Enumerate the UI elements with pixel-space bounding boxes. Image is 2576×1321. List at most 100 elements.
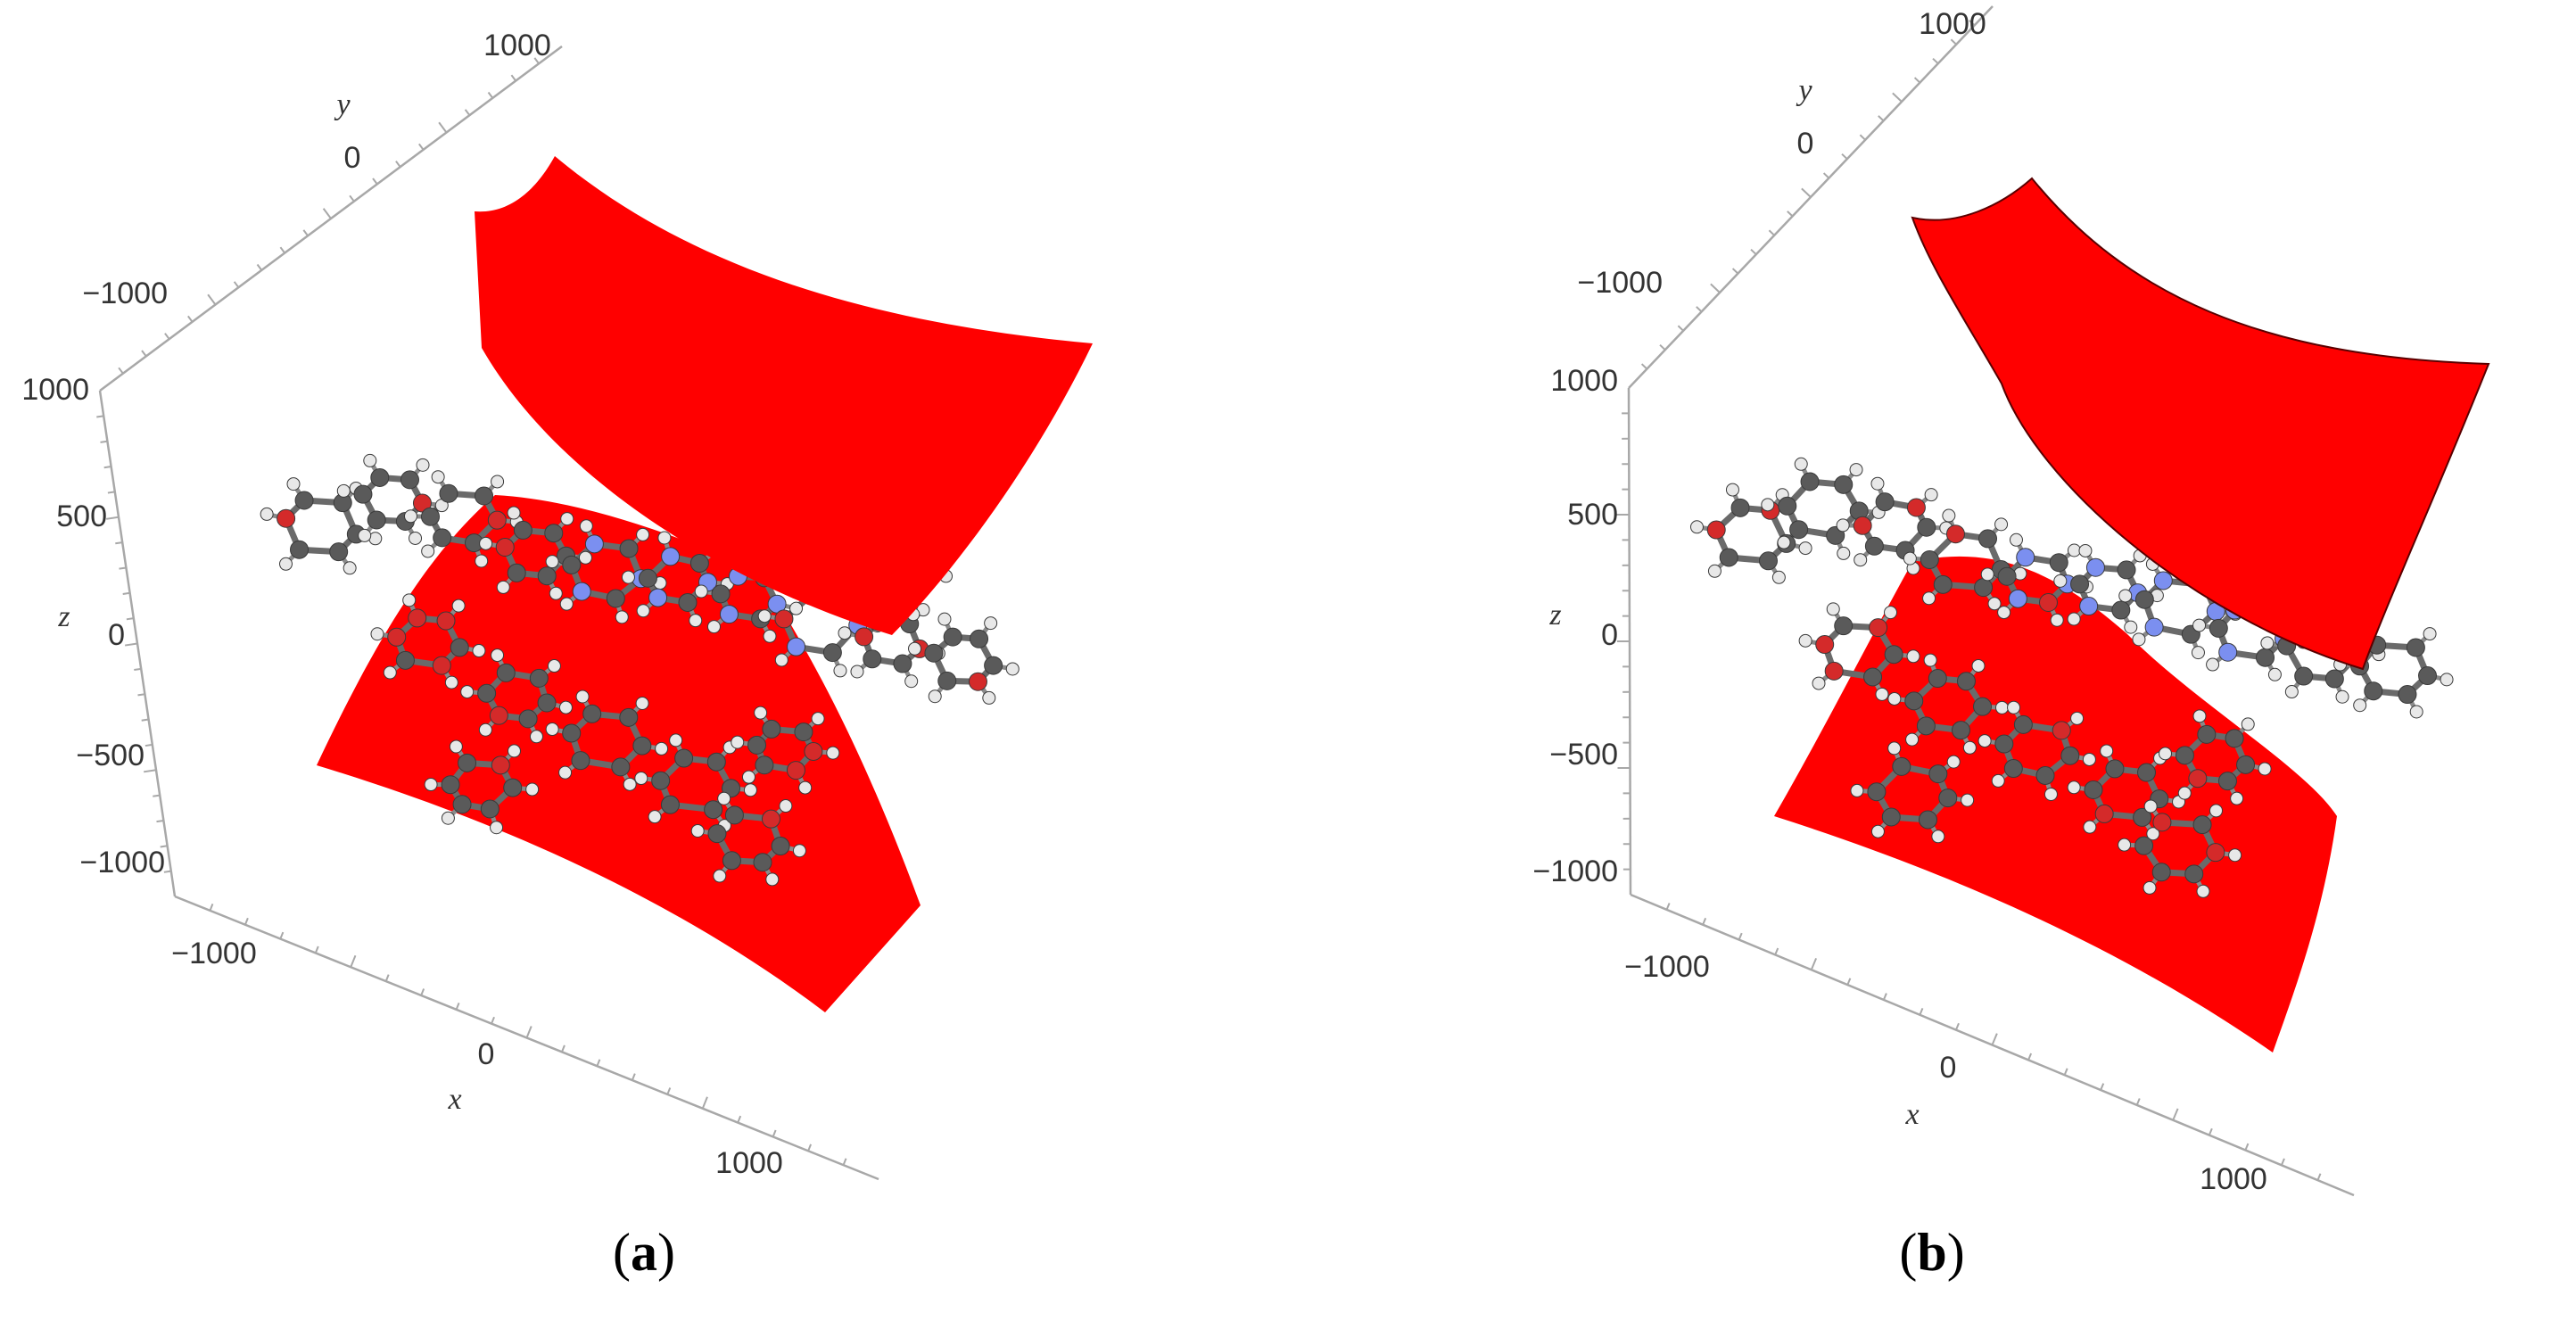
axis-tick	[491, 1016, 495, 1025]
atom	[2258, 762, 2272, 776]
x-tick-labels: −1000 0 1000	[171, 937, 783, 1180]
axis-tick	[1787, 211, 1794, 218]
atom	[1869, 618, 1888, 638]
atom	[363, 453, 377, 467]
atom	[2256, 648, 2275, 667]
atom	[353, 484, 373, 504]
atom	[1987, 597, 2002, 611]
axis-tick	[1991, 1033, 1998, 1045]
atom	[343, 561, 357, 575]
atom	[452, 795, 472, 814]
axis-tick	[187, 315, 194, 323]
atom	[822, 643, 842, 663]
atom	[743, 783, 757, 797]
atom	[559, 597, 574, 611]
atom	[615, 610, 629, 624]
atom	[1870, 824, 1885, 838]
axis-tick	[122, 591, 130, 595]
atom	[1997, 606, 2011, 620]
atom	[611, 757, 631, 777]
atom	[1920, 549, 1939, 569]
atom	[472, 644, 486, 658]
y-tick-label: 1000	[1919, 7, 1986, 41]
atom	[2079, 597, 2099, 616]
atom	[774, 609, 794, 629]
atom	[636, 604, 650, 618]
atom	[2230, 791, 2244, 805]
axis-tick	[1919, 1008, 1924, 1016]
axis-tick	[1932, 57, 1939, 64]
axis-tick	[1882, 993, 1887, 1001]
z-tick-label: 1000	[21, 373, 89, 407]
atom	[2184, 864, 2204, 884]
atom	[431, 470, 445, 484]
z-tick-label: −1000	[1533, 855, 1619, 888]
atom	[2406, 638, 2425, 657]
atom	[432, 656, 451, 675]
atom	[2078, 543, 2093, 557]
axis-tick-marks	[96, 57, 847, 1166]
atom	[507, 563, 526, 582]
axis-tick	[2172, 1108, 2179, 1121]
atom	[277, 508, 296, 528]
atom	[433, 528, 452, 548]
atom	[1005, 662, 1020, 676]
axis-tick	[1810, 957, 1818, 970]
atom	[2143, 880, 2157, 895]
atom	[1863, 667, 1883, 687]
atom	[2192, 815, 2212, 835]
atom	[2008, 589, 2027, 608]
atom	[503, 778, 523, 797]
y-tick-label: −1000	[83, 277, 169, 310]
axis-tick	[384, 974, 390, 982]
z-tick-label: 0	[1601, 618, 1618, 652]
panel-a-plot: −1000 0 1000 y 1000 500 0 −500 −1000 z −…	[21, 29, 1093, 1181]
atom	[779, 799, 793, 813]
atom	[2067, 780, 2081, 795]
axis-tick	[322, 208, 332, 219]
atom	[924, 643, 944, 663]
axis-tick	[2027, 1053, 2033, 1061]
atom	[771, 837, 790, 856]
axis-tick-marks	[1616, 20, 2322, 1181]
axis-tick	[244, 917, 249, 926]
atom	[2153, 571, 2173, 590]
atom	[1917, 517, 1936, 537]
atom	[575, 689, 590, 704]
atom	[2209, 618, 2228, 638]
atom	[1794, 457, 1808, 471]
atom	[2177, 786, 2192, 800]
atom	[545, 555, 559, 569]
axis-tick	[464, 109, 471, 116]
z-tick-labels: 1000 500 0 −500 −1000	[21, 373, 165, 879]
atom	[329, 542, 349, 562]
axis-tick	[1774, 947, 1779, 955]
atom	[1837, 546, 1851, 560]
atom	[424, 778, 438, 792]
axis-tick	[96, 415, 104, 418]
atom	[562, 555, 582, 574]
z-tick-label: 500	[1567, 498, 1618, 532]
atom	[370, 467, 390, 487]
atom	[1719, 548, 1738, 567]
atom	[1798, 633, 1812, 648]
atom	[1725, 483, 1739, 497]
atom	[513, 520, 533, 540]
atom	[572, 582, 591, 601]
atom	[826, 746, 840, 760]
y-tick-labels: −1000 0 1000	[1578, 7, 1986, 300]
atom	[755, 755, 774, 775]
atom	[763, 629, 777, 643]
atom	[2175, 746, 2194, 765]
atom	[1994, 734, 2014, 754]
atom	[549, 586, 563, 600]
atom	[621, 570, 635, 584]
axis-tick	[107, 491, 115, 494]
atom	[578, 550, 592, 565]
atom	[478, 722, 492, 737]
atom	[1906, 498, 1926, 517]
panel-b-plot: −1000 0 1000 y 1000 500 0 −500 −1000 z −…	[1533, 5, 2490, 1197]
atom	[754, 706, 768, 720]
axis-tick	[118, 367, 124, 375]
atom	[2133, 807, 2152, 827]
